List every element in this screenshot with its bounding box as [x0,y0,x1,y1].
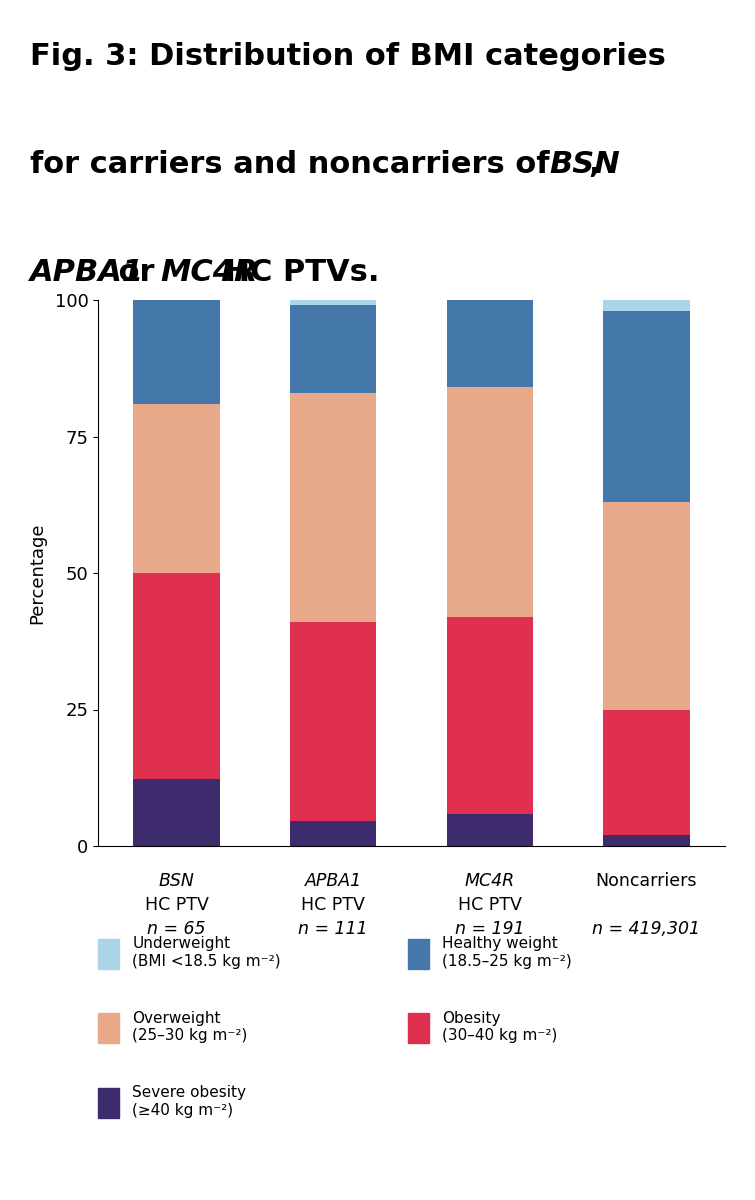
Bar [603,300,689,311]
Bar [290,300,376,306]
Text: n = 191: n = 191 [455,920,525,938]
Text: HC PTV: HC PTV [458,896,522,914]
Text: Underweight
(BMI <18.5 kg m⁻²): Underweight (BMI <18.5 kg m⁻²) [132,936,281,968]
Text: BSN: BSN [549,150,620,179]
Text: n = 65: n = 65 [147,920,205,938]
Text: for carriers and noncarriers of: for carriers and noncarriers of [30,150,560,179]
Bar [447,388,533,617]
Y-axis label: Percentage: Percentage [28,522,46,624]
Text: or: or [108,258,165,287]
Text: HC PTV: HC PTV [144,896,208,914]
Text: Overweight
(25–30 kg m⁻²): Overweight (25–30 kg m⁻²) [132,1010,248,1043]
Text: Healthy weight
(18.5–25 kg m⁻²): Healthy weight (18.5–25 kg m⁻²) [442,936,572,968]
Bar [290,622,376,822]
Bar [290,822,376,846]
Text: Noncarriers: Noncarriers [596,872,697,890]
Bar [134,403,220,572]
Bar [447,617,533,815]
Text: BSN: BSN [159,872,195,890]
Bar [290,392,376,622]
Bar [134,779,220,846]
Text: Obesity
(30–40 kg m⁻²): Obesity (30–40 kg m⁻²) [442,1010,557,1043]
Bar [603,709,689,835]
Bar [447,815,533,846]
Bar [603,502,689,709]
Text: APBA1: APBA1 [304,872,362,890]
Text: ,: , [588,150,599,179]
Text: HC PTV: HC PTV [301,896,365,914]
Text: HC PTVs.: HC PTVs. [214,258,379,287]
Text: APBA1: APBA1 [30,258,144,287]
Text: MC4R: MC4R [161,258,258,287]
Bar [290,306,376,392]
Bar [603,311,689,502]
Text: Severe obesity
(≥40 kg m⁻²): Severe obesity (≥40 kg m⁻²) [132,1085,246,1117]
Text: MC4R: MC4R [464,872,515,890]
Text: n = 419,301: n = 419,301 [593,920,701,938]
Bar [134,300,220,403]
Text: n = 111: n = 111 [298,920,368,938]
Text: Fig. 3: Distribution of BMI categories: Fig. 3: Distribution of BMI categories [30,42,666,71]
Bar [134,572,220,779]
Bar [447,300,533,388]
Bar [603,835,689,846]
